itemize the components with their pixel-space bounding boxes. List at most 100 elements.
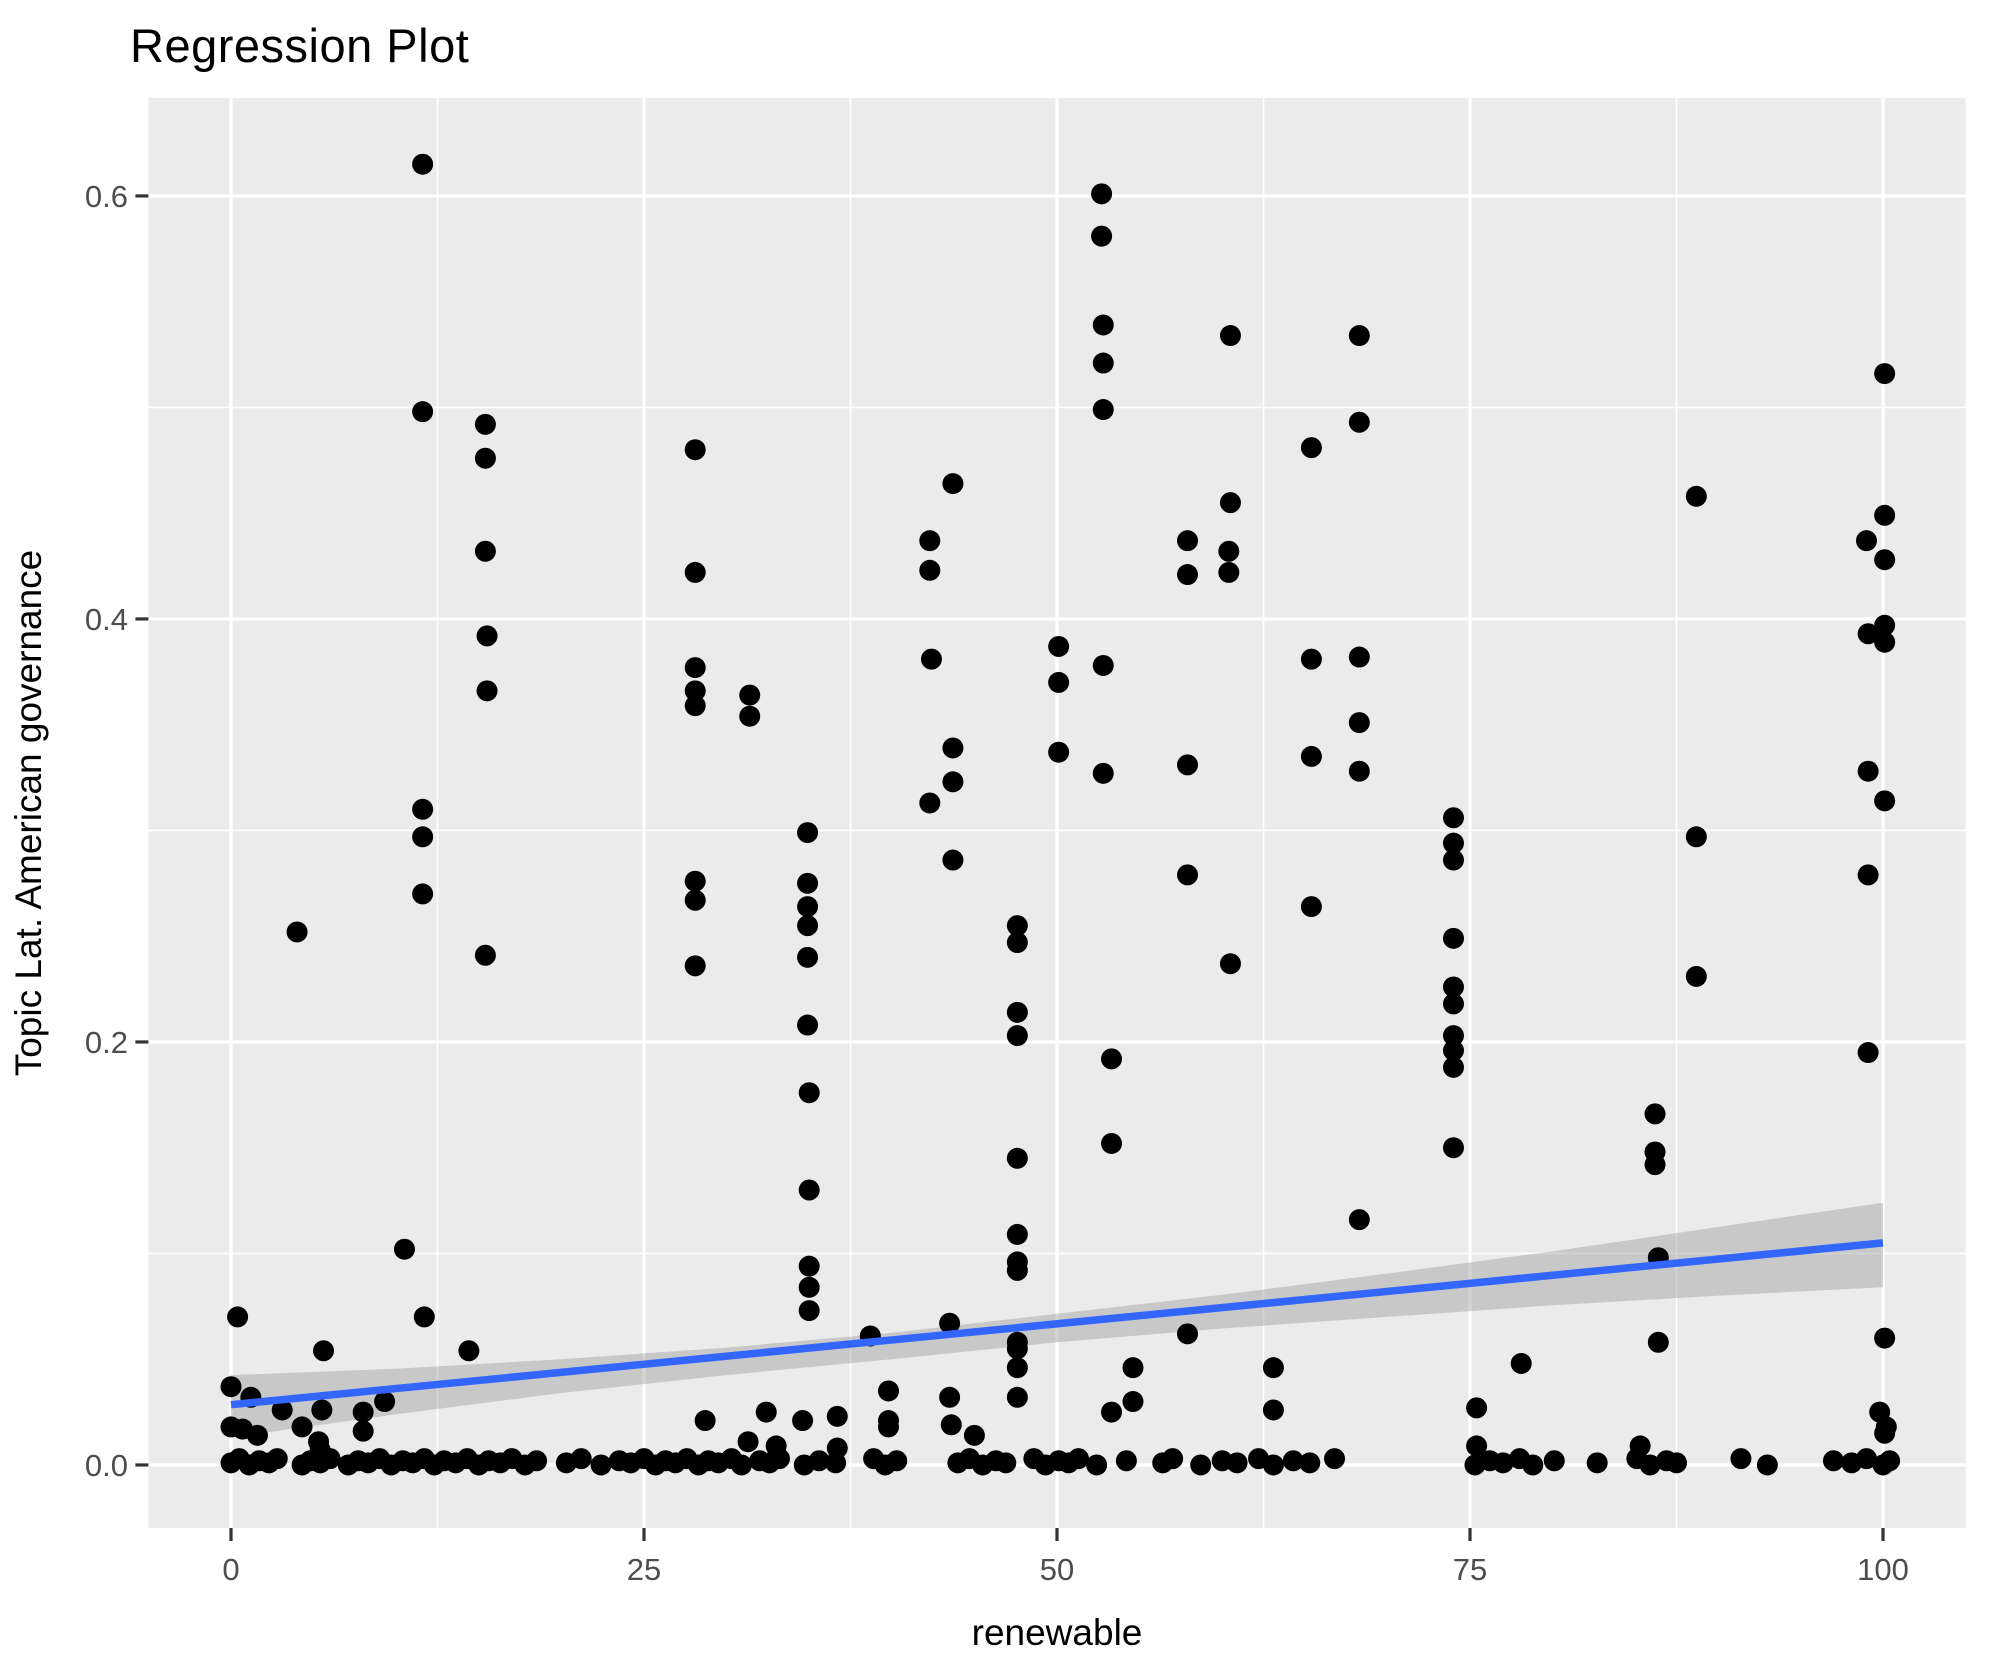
data-point xyxy=(755,1401,777,1423)
data-point xyxy=(1442,1025,1464,1047)
data-point xyxy=(1091,225,1113,247)
data-point xyxy=(1006,1386,1028,1408)
data-point xyxy=(1644,1103,1666,1125)
data-point xyxy=(1685,826,1707,848)
data-point xyxy=(1006,1025,1028,1047)
data-point xyxy=(1092,762,1114,784)
data-point xyxy=(798,1300,820,1322)
data-point xyxy=(1006,1001,1028,1023)
data-point xyxy=(1348,411,1370,433)
x-tick-label: 50 xyxy=(1040,1552,1074,1587)
data-point xyxy=(1666,1452,1687,1474)
data-point xyxy=(458,1340,480,1362)
data-point xyxy=(684,955,706,977)
data-point xyxy=(1101,1401,1123,1423)
data-point xyxy=(1006,915,1028,937)
data-point xyxy=(1756,1454,1778,1476)
data-point xyxy=(1348,325,1370,347)
data-point xyxy=(474,944,496,966)
data-point xyxy=(737,1431,759,1453)
data-point xyxy=(1300,896,1322,918)
data-point xyxy=(1219,953,1241,975)
data-point xyxy=(1092,352,1114,374)
data-point xyxy=(1226,1452,1248,1474)
data-point xyxy=(919,792,941,814)
data-point xyxy=(877,1416,899,1438)
data-point xyxy=(798,1082,820,1104)
x-tick-label: 0 xyxy=(222,1552,239,1587)
data-point xyxy=(1101,1048,1123,1070)
data-point xyxy=(1218,540,1240,562)
data-point xyxy=(797,1014,819,1036)
data-point xyxy=(227,1306,249,1328)
x-tick-label: 100 xyxy=(1857,1552,1909,1587)
data-point xyxy=(1522,1454,1544,1476)
y-tick-label: 0.4 xyxy=(85,602,128,637)
x-axis-title: renewable xyxy=(971,1612,1143,1653)
data-point xyxy=(1442,993,1464,1015)
data-point xyxy=(1348,1209,1370,1231)
data-point xyxy=(1048,671,1070,693)
regression-line xyxy=(230,1239,1884,1409)
data-point xyxy=(1177,530,1199,552)
data-point xyxy=(684,870,706,892)
data-point xyxy=(1177,564,1199,586)
data-point xyxy=(1874,504,1896,526)
data-point xyxy=(1006,1259,1028,1281)
data-point xyxy=(1442,927,1464,949)
data-point xyxy=(352,1420,374,1442)
data-point xyxy=(412,153,434,175)
data-point xyxy=(291,1416,313,1438)
data-point xyxy=(739,684,761,706)
data-point xyxy=(797,915,819,937)
plot-title: Regression Plot xyxy=(130,19,470,72)
data-point xyxy=(374,1391,396,1413)
data-point xyxy=(266,1448,288,1470)
data-point xyxy=(797,896,819,918)
data-point xyxy=(684,657,706,679)
data-point xyxy=(352,1401,374,1423)
data-point xyxy=(995,1452,1017,1474)
data-point xyxy=(797,946,819,968)
data-point xyxy=(739,705,761,727)
data-point xyxy=(1492,1452,1514,1474)
data-point xyxy=(271,1399,293,1421)
y-axis-title: Topic Lat. American governance xyxy=(8,549,49,1077)
data-point xyxy=(474,540,496,562)
data-point xyxy=(1857,1042,1879,1064)
data-point xyxy=(246,1424,268,1446)
data-point xyxy=(877,1380,899,1402)
data-point xyxy=(1006,1338,1028,1360)
data-point xyxy=(942,849,964,871)
data-point xyxy=(919,530,941,552)
data-point xyxy=(808,1450,830,1472)
data-point xyxy=(1162,1448,1184,1470)
data-point xyxy=(1855,1448,1877,1470)
data-point xyxy=(1874,614,1896,636)
data-point xyxy=(1086,1454,1108,1476)
x-tick-label: 75 xyxy=(1453,1552,1487,1587)
data-point xyxy=(1348,760,1370,782)
data-point xyxy=(1300,745,1322,767)
data-point xyxy=(393,1238,415,1260)
data-point xyxy=(1177,754,1199,776)
data-point xyxy=(1115,1450,1137,1472)
data-point xyxy=(1122,1391,1144,1413)
data-point xyxy=(220,1376,242,1398)
data-point xyxy=(963,1424,985,1446)
data-point xyxy=(684,680,706,702)
data-point xyxy=(825,1452,847,1474)
y-tick-label: 0.0 xyxy=(85,1448,128,1483)
data-point xyxy=(1874,1422,1896,1444)
data-point xyxy=(1510,1352,1532,1374)
data-point xyxy=(1874,1327,1896,1349)
data-point xyxy=(1857,760,1879,782)
data-point xyxy=(1874,790,1896,812)
data-point xyxy=(1466,1435,1488,1457)
data-point xyxy=(412,883,434,905)
data-point xyxy=(474,413,496,435)
data-point xyxy=(1190,1454,1212,1476)
data-point xyxy=(1874,631,1896,653)
data-point xyxy=(826,1405,848,1427)
